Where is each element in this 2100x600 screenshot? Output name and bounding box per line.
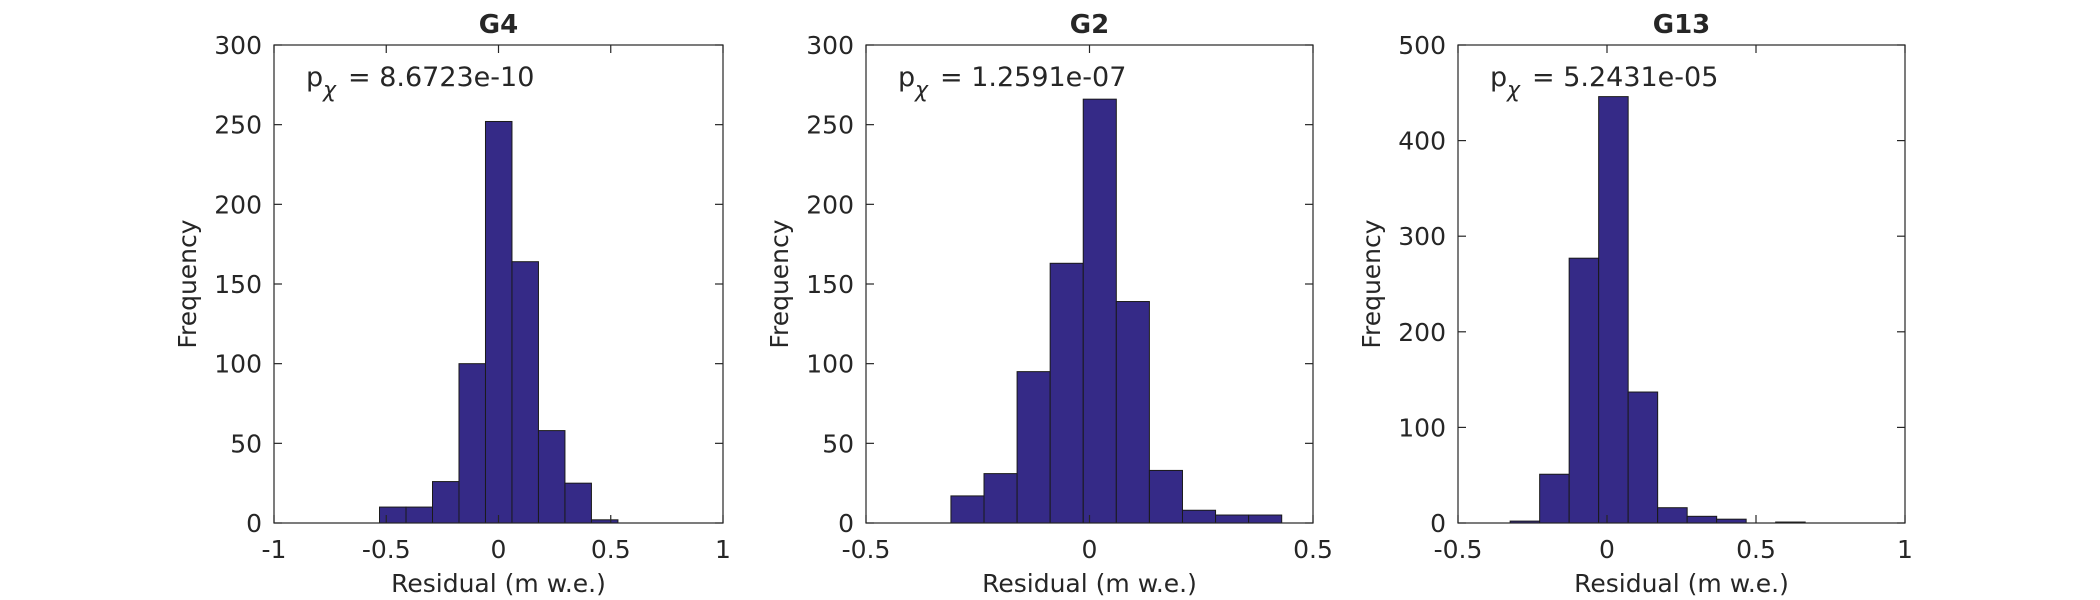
- histogram-bar: [1686, 515, 1718, 524]
- x-tick-label: 0.5: [591, 535, 631, 564]
- x-axis-label: Residual (m w.e.): [982, 569, 1197, 598]
- x-tick-label: 0.5: [1736, 535, 1776, 564]
- histogram-bar: [1657, 507, 1688, 524]
- x-tick-label: 1: [1897, 535, 1913, 564]
- histogram-bar: [405, 506, 434, 524]
- x-tick-label: -1: [262, 535, 287, 564]
- y-tick-label: 200: [214, 190, 262, 219]
- y-tick-label: 100: [1398, 413, 1446, 442]
- chart-title: G2: [1070, 10, 1109, 40]
- x-tick-label: 0.5: [1293, 535, 1333, 564]
- x-tick-label: 0: [491, 535, 507, 564]
- histogram-bar: [983, 473, 1018, 524]
- y-tick-label: 250: [806, 111, 854, 140]
- y-tick-label: 400: [1398, 127, 1446, 156]
- histogram-bar: [1215, 514, 1250, 524]
- histogram-bar: [432, 481, 460, 524]
- histogram-bar: [484, 120, 513, 524]
- y-tick-label: 100: [806, 350, 854, 379]
- histogram-bar: [1568, 257, 1600, 524]
- chart-title: G13: [1653, 10, 1711, 40]
- p-value-symbol: p: [306, 62, 323, 93]
- x-tick-label: 0: [1599, 535, 1615, 564]
- y-tick-label: 50: [822, 429, 854, 458]
- histogram-bar: [458, 363, 486, 524]
- y-tick-label: 250: [214, 111, 262, 140]
- x-tick-label: -0.5: [362, 535, 411, 564]
- y-tick-label: 150: [806, 270, 854, 299]
- x-tick-label: 0: [1082, 535, 1098, 564]
- y-axis-label: Frequency: [1357, 219, 1386, 348]
- x-axis-label: Residual (m w.e.): [391, 569, 606, 598]
- p-value-text: = 1.2591e-07: [940, 62, 1126, 93]
- histogram-bar: [1181, 509, 1217, 524]
- y-tick-label: 0: [246, 509, 262, 538]
- histogram-bar: [1082, 98, 1117, 524]
- y-tick-label: 300: [1398, 222, 1446, 251]
- p-value-text: = 8.6723e-10: [348, 62, 534, 93]
- p-value-text: = 5.2431e-05: [1532, 62, 1718, 93]
- histogram-bar: [379, 506, 407, 524]
- histogram-bar: [950, 495, 985, 524]
- x-tick-label: -0.5: [1434, 535, 1483, 564]
- histogram-bar: [1016, 371, 1051, 524]
- y-tick-label: 0: [838, 509, 854, 538]
- histogram-bar: [564, 482, 592, 524]
- y-axis-label: Frequency: [765, 219, 794, 348]
- y-tick-label: 0: [1430, 509, 1446, 538]
- histogram-bar: [511, 261, 539, 524]
- histogram-bar: [1049, 262, 1084, 524]
- histogram-bar: [1115, 301, 1150, 524]
- p-value-subscript: χ: [914, 78, 929, 103]
- chart-title: G4: [479, 10, 518, 40]
- y-tick-label: 500: [1398, 31, 1446, 60]
- y-tick-label: 150: [214, 270, 262, 299]
- y-tick-label: 200: [1398, 318, 1446, 347]
- x-tick-label: 1: [715, 535, 731, 564]
- y-axis-label: Frequency: [173, 219, 202, 348]
- axes-box: [1457, 44, 1906, 524]
- histogram-panel-g4: -1 -0.5 0 0.5 1 0 50 100 150 200 250 300 G4 Residual …: [173, 10, 731, 598]
- p-value-symbol: p: [898, 62, 915, 93]
- histogram-bar: [1539, 473, 1570, 524]
- p-value-subscript: χ: [1506, 78, 1521, 103]
- y-tick-label: 50: [230, 429, 262, 458]
- p-value-subscript: χ: [322, 78, 337, 103]
- y-tick-label: 300: [806, 31, 854, 60]
- histogram-bar: [1248, 514, 1283, 524]
- histogram-bar: [1598, 96, 1629, 524]
- y-tick-label: 100: [214, 350, 262, 379]
- y-tick-label: 300: [214, 31, 262, 60]
- x-tick-label: -0.5: [842, 535, 891, 564]
- x-axis-label: Residual (m w.e.): [1574, 569, 1789, 598]
- p-value-symbol: p: [1490, 62, 1507, 93]
- histogram-bar: [1627, 391, 1659, 524]
- y-tick-label: 200: [806, 190, 854, 219]
- histogram-bar: [1148, 469, 1183, 524]
- histogram-bar: [537, 430, 566, 524]
